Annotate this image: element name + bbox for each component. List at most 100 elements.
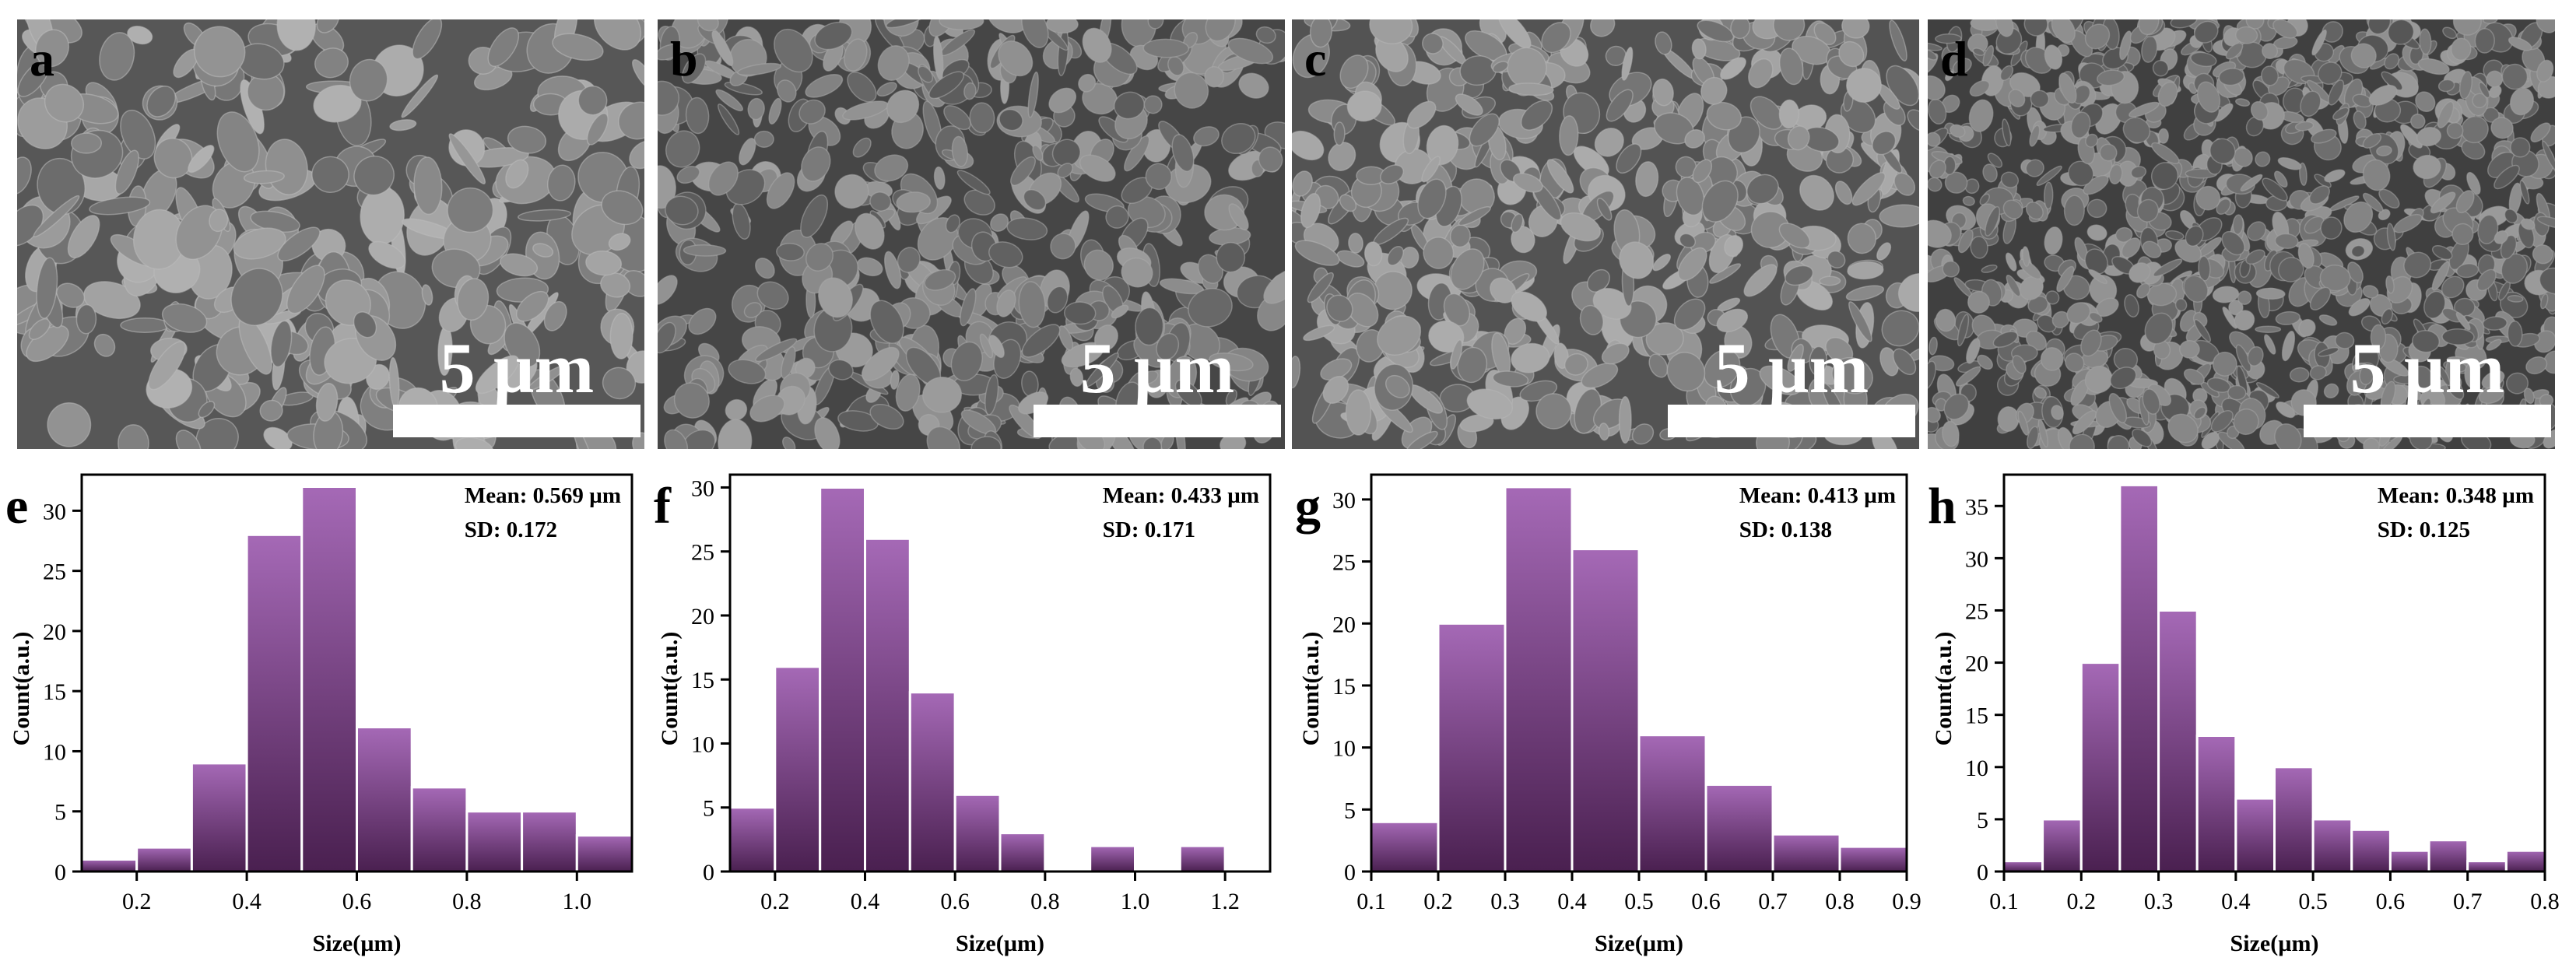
sem-panel-label: d: [1940, 31, 1968, 86]
sd-annotation: SD: 0.172: [465, 517, 557, 542]
x-axis-label: Size(µm): [313, 931, 402, 956]
y-axis-label: Count(a.u.): [9, 632, 34, 746]
y-tick-label: 30: [43, 499, 66, 524]
sem-panel-label: a: [30, 31, 54, 86]
chart-panel-label: g: [1295, 478, 1321, 535]
histogram-bar: [2002, 860, 2044, 873]
y-tick-label: 5: [54, 800, 66, 826]
mean-annotation: Mean: 0.413 µm: [1739, 483, 1896, 508]
sem-panel-label: b: [670, 31, 698, 86]
y-tick-label: 5: [1977, 808, 1988, 833]
histogram-bar: [465, 810, 524, 873]
y-tick-label: 25: [43, 559, 66, 585]
histogram-h: 0 5 10 15 20 25 30 35 0.1 0.2 0.3 0.4 0.5 0.6 0.7 0.8 Si…: [1928, 473, 2560, 956]
histogram-bar: [2350, 828, 2392, 873]
x-tick-label: 0.5: [1624, 889, 1654, 914]
y-tick-label: 10: [691, 731, 714, 757]
sem-images: a 5 µm b 5 µm c 5 µm d 5 µm: [17, 19, 2555, 449]
scale-bar-label: 5 µm: [2350, 328, 2505, 408]
sem-micrograph: [658, 19, 1285, 449]
y-tick-label: 25: [1332, 550, 1356, 576]
histogram-bar: [300, 486, 358, 873]
histogram-bar: [1437, 622, 1507, 873]
histogram-bar: [953, 793, 1002, 873]
scale-bar-label: 5 µm: [440, 328, 595, 408]
histogram-bar: [1089, 844, 1136, 873]
y-tick-label: 35: [1965, 494, 1988, 520]
x-tick-label: 1.0: [563, 889, 592, 914]
x-tick-label: 0.8: [2530, 889, 2560, 914]
x-tick-label: 0.6: [342, 889, 372, 914]
histogram-bar: [1637, 734, 1707, 873]
x-tick-label: 0.4: [232, 889, 261, 914]
y-tick-label: 10: [43, 739, 66, 765]
y-tick-label: 0: [1977, 860, 1988, 886]
sd-annotation: SD: 0.125: [2378, 517, 2470, 542]
x-tick-label: 0.4: [1557, 889, 1587, 914]
scale-bar: [1668, 405, 1915, 437]
y-tick-label: 15: [43, 679, 66, 705]
x-tick-label: 0.1: [1989, 889, 2019, 914]
sd-annotation: SD: 0.171: [1103, 517, 1195, 542]
histogram-bar: [2041, 818, 2083, 873]
x-tick-label: 0.3: [1490, 889, 1520, 914]
y-axis-label: Count(a.u.): [1298, 632, 1324, 746]
sem-micrograph: [1292, 19, 1919, 449]
sd-annotation: SD: 0.138: [1739, 517, 1832, 542]
mean-annotation: Mean: 0.433 µm: [1103, 483, 1259, 508]
y-tick-label: 10: [1965, 756, 1988, 781]
x-tick-label: 0.8: [1825, 889, 1855, 914]
histogram-bar: [2427, 839, 2469, 873]
chart-panel-label: h: [1928, 478, 1957, 535]
x-tick-label: 0.8: [1030, 889, 1060, 914]
scale-bar-label: 5 µm: [1080, 328, 1235, 408]
x-tick-label: 0.7: [2453, 889, 2483, 914]
y-tick-label: 10: [1332, 736, 1356, 762]
x-tick-label: 0.6: [2376, 889, 2406, 914]
y-axis-label: Count(a.u.): [1931, 632, 1957, 746]
x-tick-label: 0.2: [2067, 889, 2097, 914]
histogram-bar: [864, 537, 911, 873]
histogram-bar: [2311, 818, 2353, 873]
sem-panel-d: d 5 µm: [1928, 19, 2555, 449]
y-tick-label: 5: [703, 796, 714, 822]
chart-panel-label: f: [654, 478, 672, 535]
histogram-bar: [80, 858, 139, 873]
x-tick-label: 0.6: [1691, 889, 1721, 914]
histogram-bar: [190, 762, 248, 873]
x-tick-label: 0.7: [1758, 889, 1788, 914]
y-tick-label: 30: [1332, 488, 1356, 514]
histogram-bar: [1178, 844, 1227, 873]
y-tick-label: 30: [1965, 546, 1988, 572]
histogram-bar: [356, 726, 413, 873]
y-tick-label: 0: [1344, 860, 1356, 886]
scale-bar: [393, 405, 640, 437]
histogram-bar: [819, 486, 866, 873]
sem-panel-a: a 5 µm: [17, 19, 644, 449]
histogram-f: 0 5 10 15 20 25 30 0.2 0.4 0.6 0.8 1.0 1.2 Size(µm) Co…: [654, 473, 1272, 956]
histogram-bar: [1504, 486, 1574, 873]
histogram-bar: [774, 665, 822, 873]
mean-annotation: Mean: 0.348 µm: [2378, 483, 2534, 508]
y-tick-label: 15: [1965, 703, 1988, 729]
histogram-bar: [135, 846, 193, 873]
histogram-bar: [1838, 845, 1908, 873]
histogram-bar: [728, 806, 777, 873]
histogram-bar: [2273, 766, 2315, 873]
x-axis-label: Size(µm): [1595, 931, 1683, 956]
chart-panel-label: e: [5, 478, 28, 535]
sem-micrograph: [1928, 19, 2555, 449]
x-tick-label: 1.2: [1210, 889, 1240, 914]
y-tick-label: 5: [1344, 798, 1356, 823]
sem-panel-c: c 5 µm: [1292, 19, 1919, 449]
x-tick-label: 0.6: [940, 889, 970, 914]
mean-annotation: Mean: 0.569 µm: [465, 483, 621, 508]
histogram-bar: [2195, 735, 2237, 873]
histogram-bar: [575, 834, 633, 873]
x-tick-label: 0.2: [760, 889, 790, 914]
y-tick-label: 20: [1332, 612, 1356, 637]
y-tick-label: 25: [691, 540, 714, 566]
y-tick-label: 20: [1965, 651, 1988, 677]
histogram-bar: [1771, 833, 1841, 873]
y-tick-label: 20: [43, 619, 66, 645]
